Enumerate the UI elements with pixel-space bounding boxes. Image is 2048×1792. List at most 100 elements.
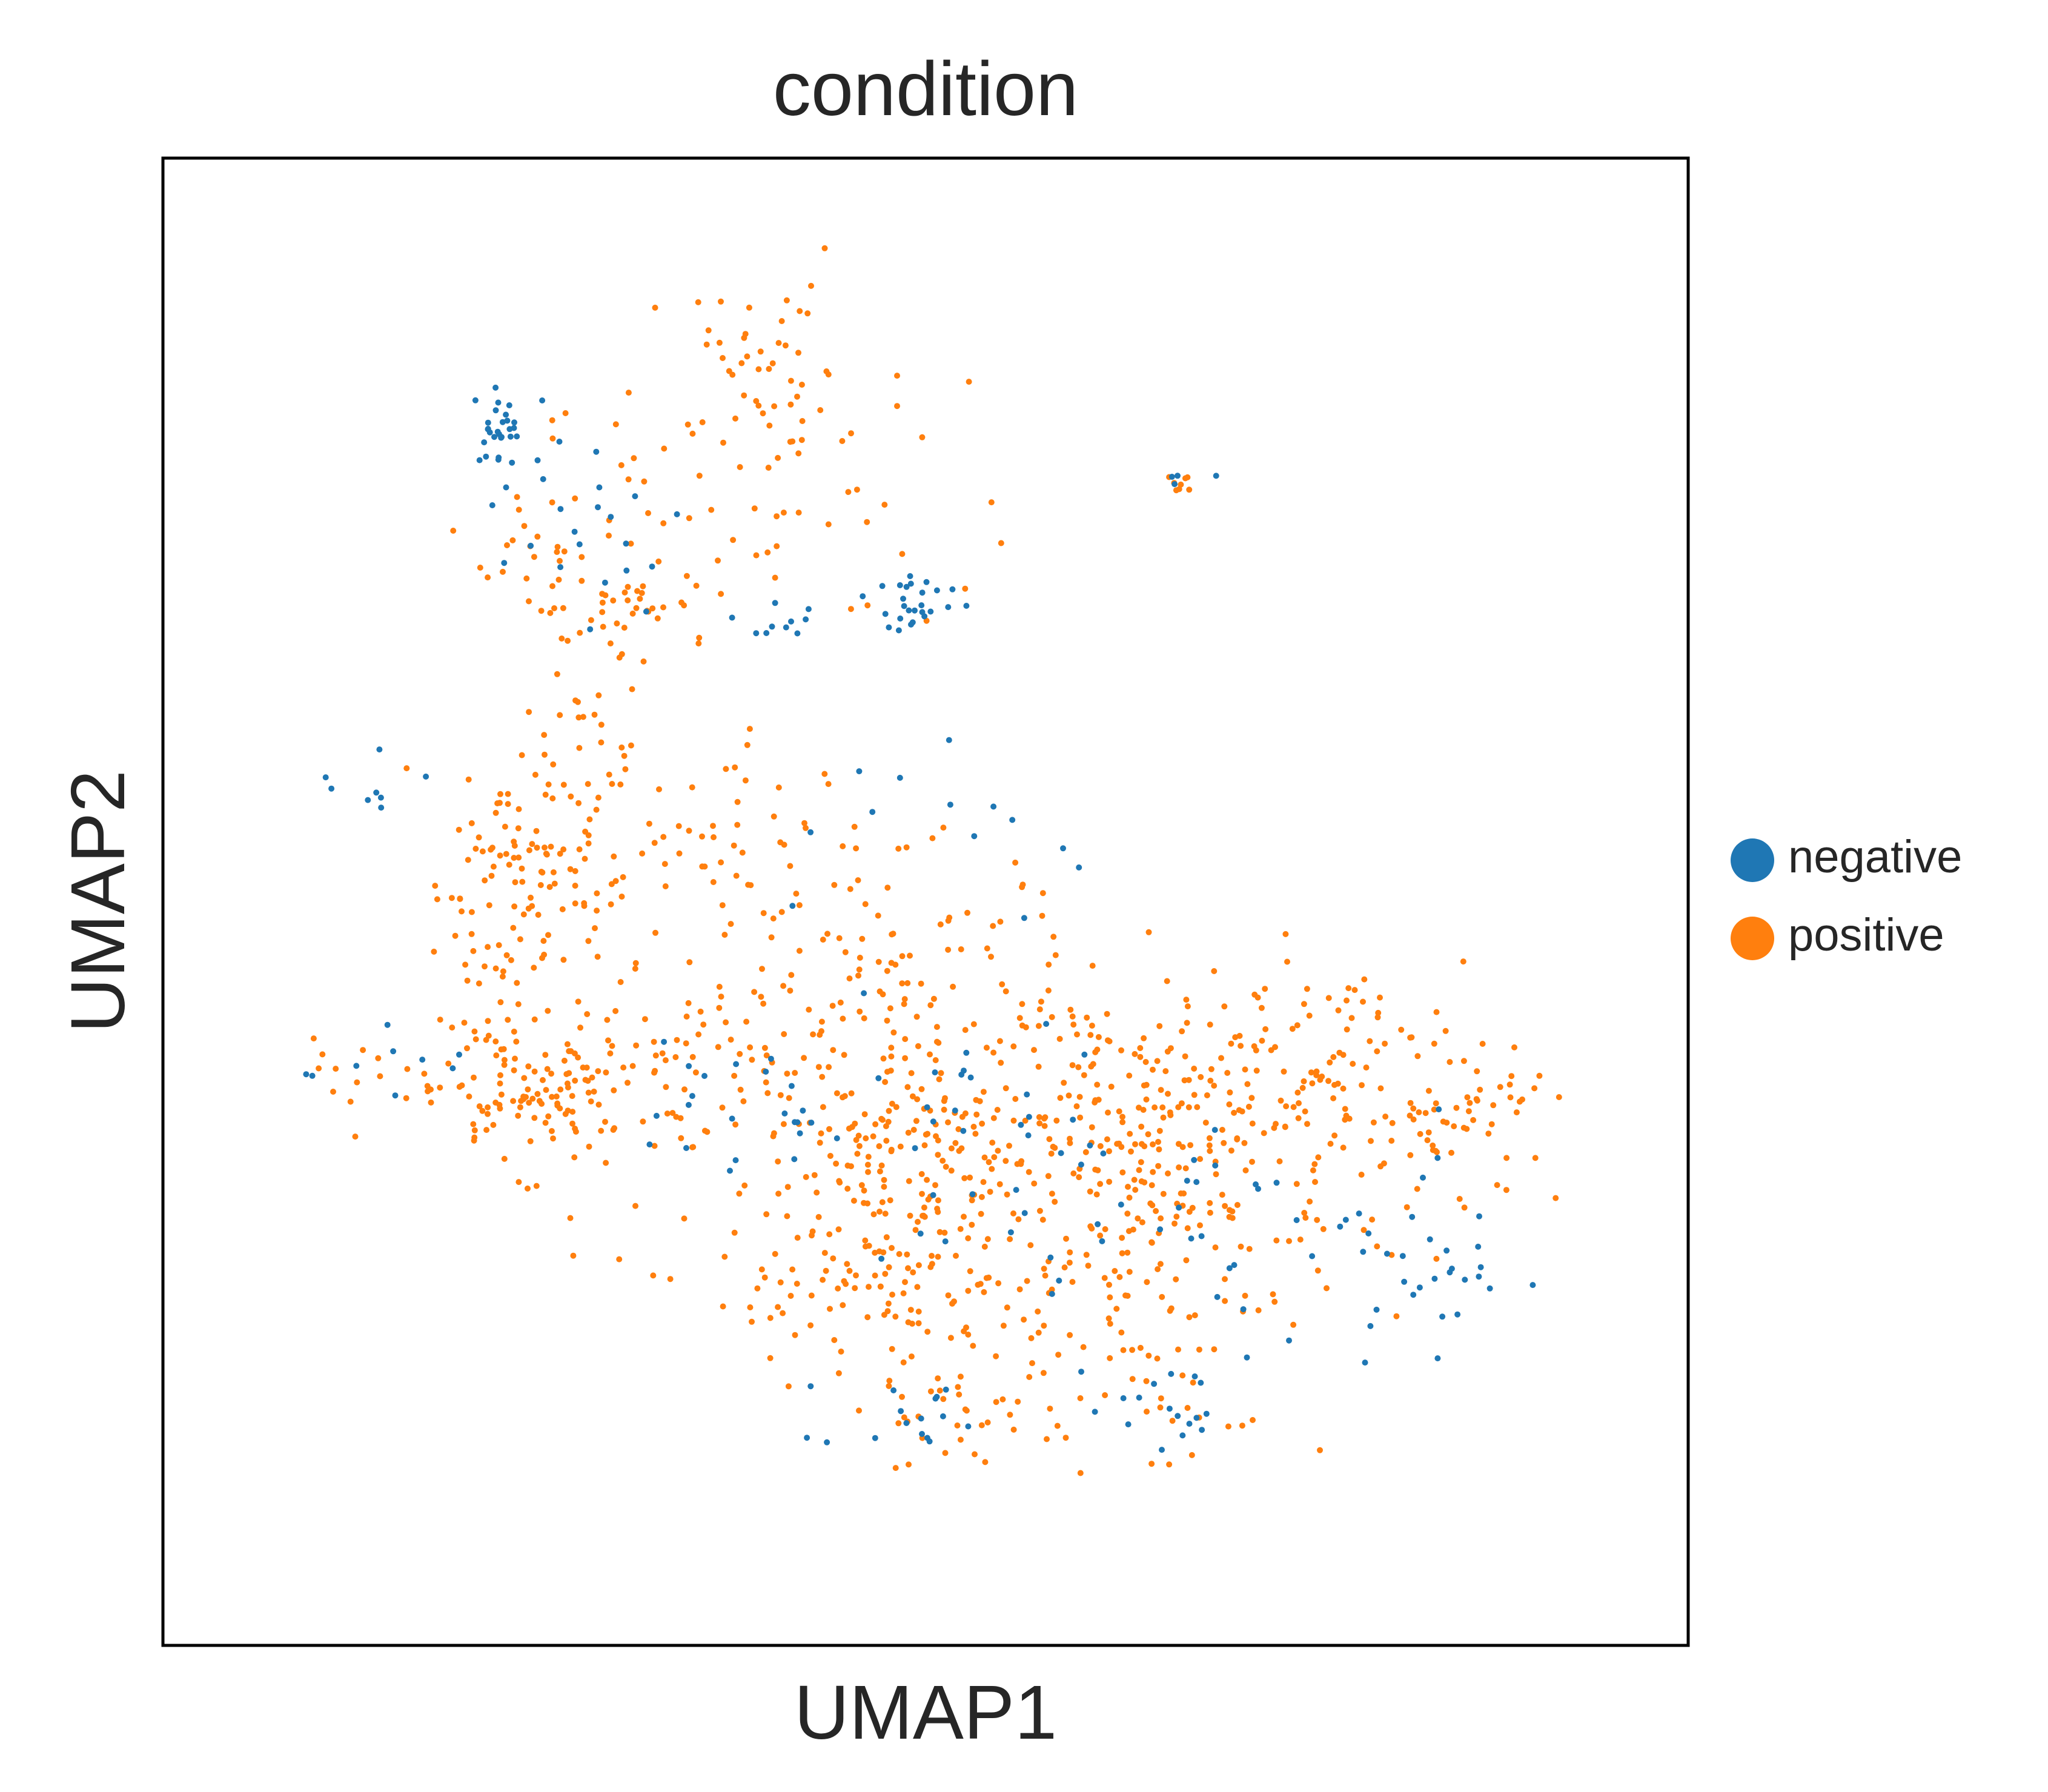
scatter-point-positive: [1045, 1173, 1052, 1180]
scatter-point-positive: [840, 1302, 846, 1309]
scatter-point-positive: [622, 766, 629, 772]
scatter-point-positive: [941, 1106, 947, 1113]
scatter-point-negative: [608, 514, 614, 520]
scatter-point-negative: [967, 1074, 974, 1081]
scatter-point-positive: [525, 1185, 531, 1192]
scatter-point-positive: [628, 540, 634, 547]
scatter-point-positive: [695, 640, 702, 647]
scatter-point-positive: [497, 800, 503, 806]
scatter-point-positive: [1019, 881, 1026, 888]
scatter-point-negative: [1076, 864, 1082, 871]
scatter-point-positive: [896, 1251, 903, 1257]
scatter-point-positive: [737, 464, 743, 470]
scatter-point-positive: [778, 909, 785, 915]
scatter-point-positive: [743, 1018, 750, 1025]
scatter-point-positive: [795, 350, 801, 356]
scatter-point-positive: [629, 610, 636, 617]
scatter-point-positive: [1150, 1169, 1156, 1175]
scatter-point-positive: [775, 340, 782, 347]
scatter-point-positive: [837, 999, 844, 1006]
scatter-point-positive: [510, 1098, 517, 1104]
scatter-point-positive: [1039, 890, 1046, 897]
scatter-point-positive: [1474, 1097, 1480, 1104]
scatter-point-positive: [485, 1018, 491, 1024]
scatter-point-positive: [637, 596, 643, 602]
scatter-point-positive: [784, 1213, 790, 1220]
scatter-point-positive: [632, 960, 639, 966]
scatter-point-positive: [835, 1285, 841, 1292]
scatter-point-positive: [1171, 1220, 1178, 1227]
scatter-point-negative: [1021, 915, 1027, 921]
scatter-point-positive: [1153, 1208, 1159, 1214]
scatter-point-positive: [645, 510, 651, 516]
scatter-point-negative: [1226, 1265, 1233, 1272]
scatter-point-positive: [998, 540, 1004, 546]
scatter-point-positive: [1094, 1081, 1101, 1088]
scatter-point-positive: [545, 1113, 552, 1120]
scatter-point-positive: [902, 1055, 909, 1061]
scatter-point-positive: [1102, 1392, 1109, 1398]
scatter-point-positive: [877, 1209, 883, 1215]
scatter-point-positive: [809, 1232, 815, 1239]
scatter-point-positive: [775, 454, 781, 461]
scatter-point-positive: [660, 520, 667, 526]
scatter-point-positive: [493, 1052, 500, 1059]
scatter-point-positive: [1433, 1100, 1439, 1107]
scatter-point-positive: [555, 576, 562, 583]
scatter-point-positive: [979, 1120, 986, 1127]
scatter-point-positive: [1126, 1072, 1133, 1079]
scatter-point-positive: [884, 884, 891, 891]
scatter-point-positive: [664, 1110, 671, 1117]
scatter-point-positive: [1197, 1222, 1203, 1229]
scatter-point-positive: [915, 1262, 922, 1269]
scatter-point-positive: [483, 1127, 490, 1133]
scatter-point-positive: [801, 1055, 807, 1061]
scatter-point-positive: [1173, 1276, 1179, 1283]
scatter-point-positive: [915, 1320, 922, 1327]
scatter-point-positive: [993, 1353, 999, 1359]
scatter-point-positive: [1104, 1010, 1110, 1017]
x-axis-label: UMAP1: [794, 1670, 1057, 1755]
scatter-point-positive: [1227, 1089, 1233, 1096]
scatter-point-positive: [1213, 1171, 1219, 1178]
scatter-point-positive: [1036, 1006, 1043, 1013]
scatter-point-positive: [540, 1077, 546, 1083]
scatter-point-positive: [775, 1304, 781, 1310]
scatter-point-positive: [890, 1029, 897, 1036]
scatter-point-positive: [1344, 1026, 1350, 1033]
scatter-point-positive: [1095, 1167, 1101, 1173]
scatter-point-negative: [1047, 1254, 1054, 1261]
scatter-point-negative: [753, 630, 760, 637]
scatter-point-positive: [583, 1064, 590, 1071]
scatter-point-positive: [434, 896, 440, 903]
scatter-point-positive: [826, 1064, 832, 1070]
scatter-point-positive: [983, 1044, 990, 1051]
scatter-point-positive: [1024, 1278, 1030, 1284]
scatter-point-positive: [572, 1126, 578, 1132]
scatter-point-positive: [561, 548, 568, 555]
scatter-point-positive: [851, 823, 858, 830]
scatter-point-positive: [787, 1293, 794, 1299]
scatter-point-positive: [1066, 1259, 1073, 1266]
scatter-point-positive: [1228, 1147, 1234, 1154]
scatter-point-positive: [551, 605, 557, 611]
scatter-point-positive: [1149, 1202, 1156, 1209]
scatter-point-positive: [732, 1121, 739, 1128]
scatter-point-positive: [1046, 961, 1052, 968]
scatter-point-positive: [612, 1007, 619, 1014]
scatter-point-negative: [896, 582, 903, 588]
scatter-point-negative: [514, 433, 520, 440]
scatter-point-positive: [826, 1231, 833, 1238]
scatter-point-positive: [1219, 1127, 1225, 1133]
scatter-point-positive: [581, 903, 588, 909]
scatter-point-negative: [1125, 1421, 1132, 1428]
scatter-point-positive: [929, 1261, 935, 1267]
scatter-point-positive: [719, 902, 726, 909]
scatter-point-positive: [437, 1084, 443, 1091]
scatter-point-positive: [594, 890, 600, 897]
scatter-point-positive: [742, 777, 749, 784]
scatter-point-positive: [1262, 986, 1268, 992]
scatter-point-positive: [1104, 1037, 1111, 1044]
scatter-point-positive: [511, 1067, 517, 1074]
scatter-point-negative: [491, 434, 497, 440]
